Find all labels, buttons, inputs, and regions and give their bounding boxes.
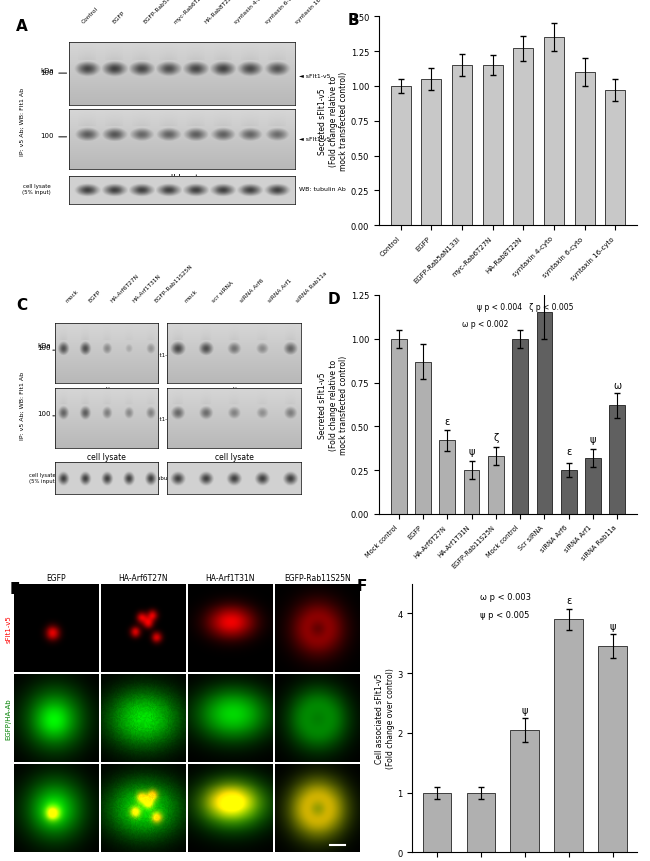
Text: siRNA Arf1: siRNA Arf1 — [267, 278, 292, 304]
Text: WB: tubulin Ab: WB: tubulin Ab — [142, 476, 183, 480]
Text: WB: tubulin Ab: WB: tubulin Ab — [214, 476, 254, 480]
Text: IP: v5 Ab; WB: Flt1 Ab: IP: v5 Ab; WB: Flt1 Ab — [20, 88, 25, 156]
Text: ε: ε — [566, 595, 571, 604]
Text: ψ p < 0.004   ζ p < 0.005: ψ p < 0.004 ζ p < 0.005 — [477, 302, 573, 311]
Text: IP: v5 Ab; WB: Flt1 Ab: IP: v5 Ab; WB: Flt1 Ab — [20, 371, 25, 439]
Bar — [452, 66, 472, 226]
Text: myc-Rab6T27N: myc-Rab6T27N — [173, 0, 208, 25]
Text: ψ: ψ — [469, 447, 474, 456]
Bar — [510, 730, 539, 852]
Text: HA-Arf1T31N: HA-Arf1T31N — [206, 573, 255, 583]
Text: EGFP: EGFP — [87, 289, 101, 304]
Text: 100: 100 — [40, 133, 54, 139]
Text: siRNA Arf6: siRNA Arf6 — [239, 278, 265, 304]
Text: ω p < 0.003: ω p < 0.003 — [480, 592, 531, 601]
Text: medium: medium — [165, 110, 200, 119]
Text: EGFP-Rab11S25N: EGFP-Rab11S25N — [284, 573, 351, 583]
Text: ◄ sFlt1-v5 ►: ◄ sFlt1-v5 ► — [146, 417, 179, 422]
Text: E: E — [10, 581, 20, 596]
Text: kDa: kDa — [40, 67, 54, 73]
Text: HA-Arf6T27N: HA-Arf6T27N — [109, 273, 140, 304]
Text: A: A — [16, 19, 28, 34]
Text: syntaxin 6-cyto: syntaxin 6-cyto — [265, 0, 300, 25]
Text: ω p < 0.002: ω p < 0.002 — [462, 319, 508, 329]
Bar — [575, 73, 595, 226]
Bar — [488, 456, 504, 514]
Text: Overlay: Overlay — [5, 794, 11, 821]
Text: mock: mock — [183, 288, 198, 304]
Bar — [536, 313, 552, 514]
Text: cell lysate: cell lysate — [161, 173, 203, 183]
Text: medium: medium — [218, 387, 250, 395]
Text: ψ: ψ — [609, 622, 616, 632]
Bar — [561, 471, 577, 514]
Bar — [610, 406, 625, 514]
Text: EGFP: EGFP — [112, 10, 126, 25]
Text: siRNA Rab11a: siRNA Rab11a — [295, 270, 328, 304]
Text: WB: tubulin Ab: WB: tubulin Ab — [299, 187, 346, 192]
Text: ψ p < 0.005: ψ p < 0.005 — [480, 610, 529, 620]
Bar — [467, 793, 495, 852]
Bar — [421, 80, 441, 226]
Bar — [544, 38, 564, 226]
Text: EGFP-Rab11S25N: EGFP-Rab11S25N — [154, 263, 194, 304]
Text: HA-Arf1T31N: HA-Arf1T31N — [132, 273, 162, 304]
Text: HA-Arf6T27N: HA-Arf6T27N — [119, 573, 168, 583]
Text: ◄ sFlt1-v5: ◄ sFlt1-v5 — [299, 137, 331, 142]
Text: ψ: ψ — [521, 705, 528, 715]
Bar — [439, 441, 455, 514]
Y-axis label: Secreted sFlt1-v5
(Fold change relative to
mock transfected control): Secreted sFlt1-v5 (Fold change relative … — [318, 72, 348, 171]
Text: EGFP/HA-Ab: EGFP/HA-Ab — [5, 697, 11, 739]
Text: B: B — [348, 13, 359, 28]
Bar — [554, 620, 583, 852]
Text: scr siRNA: scr siRNA — [211, 280, 235, 304]
Text: 100: 100 — [40, 70, 54, 76]
Bar — [391, 87, 411, 226]
Text: 100: 100 — [38, 344, 51, 350]
Bar — [512, 339, 528, 514]
Text: syntaxin 16-cyto: syntaxin 16-cyto — [295, 0, 333, 25]
Text: EGFP-Rab5aN133I: EGFP-Rab5aN133I — [142, 0, 184, 25]
Bar — [585, 458, 601, 514]
Text: medium: medium — [91, 387, 122, 395]
Text: ε: ε — [445, 417, 450, 427]
Text: cell lysate
(5% input): cell lysate (5% input) — [22, 184, 51, 195]
Text: kDa: kDa — [37, 343, 51, 349]
Text: ψ: ψ — [590, 434, 596, 444]
Text: EGFP: EGFP — [47, 573, 66, 583]
Text: 100: 100 — [38, 410, 51, 416]
Text: cell lysate
(5% input): cell lysate (5% input) — [29, 473, 57, 484]
Text: ω: ω — [614, 380, 621, 390]
Bar — [605, 91, 625, 226]
Text: ◄ sFlt1-v5 ►: ◄ sFlt1-v5 ► — [146, 353, 179, 357]
Bar — [415, 362, 431, 514]
Text: ε: ε — [566, 447, 571, 456]
Text: mock: mock — [65, 288, 80, 304]
Text: C: C — [16, 298, 27, 313]
Bar — [422, 793, 451, 852]
Text: F: F — [356, 579, 367, 593]
Y-axis label: Secreted sFlt1-v5
(Fold change relative to
mock transfected control): Secreted sFlt1-v5 (Fold change relative … — [318, 356, 348, 455]
Text: ζ: ζ — [493, 432, 499, 443]
Bar — [391, 339, 406, 514]
Text: ◄ sFlt1-v5: ◄ sFlt1-v5 — [299, 73, 331, 78]
Text: syntaxin 4-cyto: syntaxin 4-cyto — [234, 0, 269, 25]
Text: Control: Control — [81, 7, 99, 25]
Bar — [514, 49, 533, 226]
Text: HA-Rab8T22N: HA-Rab8T22N — [203, 0, 236, 25]
Text: cell lysate: cell lysate — [214, 452, 254, 461]
Text: D: D — [328, 291, 340, 307]
Text: cell lysate: cell lysate — [87, 452, 126, 461]
Bar — [483, 66, 502, 226]
Bar — [598, 647, 627, 852]
Text: sFlt1-v5: sFlt1-v5 — [5, 615, 11, 642]
Y-axis label: Cell associated sFlt1-v5
(Fold change over control): Cell associated sFlt1-v5 (Fold change ov… — [375, 668, 395, 769]
Bar — [463, 471, 480, 514]
